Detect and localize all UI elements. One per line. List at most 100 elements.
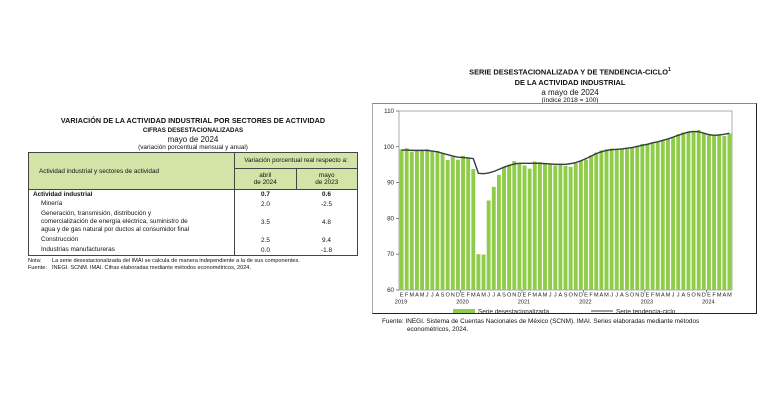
bar bbox=[435, 151, 440, 290]
x-month-label: M bbox=[655, 293, 660, 299]
x-month-label: D bbox=[640, 293, 644, 299]
x-month-label: M bbox=[543, 293, 548, 299]
table-title: VARIACIÓN DE LA ACTIVIDAD INDUSTRIAL POR… bbox=[60, 116, 326, 125]
bar bbox=[722, 136, 727, 290]
bar bbox=[527, 168, 532, 290]
bar bbox=[645, 143, 650, 290]
header-row-label: Actividad industrial y sectores de activ… bbox=[28, 152, 235, 190]
x-month-label: F bbox=[466, 293, 470, 299]
bar bbox=[404, 148, 409, 290]
bar bbox=[630, 147, 635, 290]
bar bbox=[476, 254, 481, 290]
legend-label-line: Serie tendencia-ciclo bbox=[616, 309, 676, 314]
x-month-label: A bbox=[681, 293, 685, 299]
bar bbox=[399, 149, 404, 290]
bar bbox=[671, 136, 676, 290]
x-month-label: J bbox=[672, 293, 675, 299]
x-month-label: O bbox=[445, 293, 450, 299]
bar bbox=[686, 132, 691, 290]
x-month-label: J bbox=[426, 293, 429, 299]
x-month-label: N bbox=[512, 293, 516, 299]
y-tick-label: 100 bbox=[384, 144, 395, 151]
x-month-label: E bbox=[646, 293, 650, 299]
x-month-label: N bbox=[635, 293, 639, 299]
x-month-label: A bbox=[620, 293, 624, 299]
bar bbox=[701, 133, 706, 290]
bar bbox=[666, 138, 670, 290]
table-row: Actividad industrial 0.7 0.6 bbox=[33, 189, 331, 199]
table-date: mayo de 2024 bbox=[167, 135, 219, 144]
bar bbox=[543, 163, 547, 290]
x-month-label: A bbox=[415, 293, 419, 299]
x-month-label: D bbox=[702, 293, 706, 299]
bar bbox=[584, 159, 588, 290]
bar bbox=[455, 159, 460, 290]
x-month-label: E bbox=[461, 293, 465, 299]
bar bbox=[589, 155, 594, 290]
x-month-label: A bbox=[559, 293, 563, 299]
bar bbox=[573, 163, 578, 290]
bar bbox=[553, 165, 558, 290]
bar bbox=[537, 162, 542, 290]
header-col-abril-2024: abril de 2024 bbox=[234, 168, 297, 190]
x-month-label: N bbox=[574, 293, 578, 299]
bar bbox=[594, 152, 599, 290]
x-month-label: M bbox=[604, 293, 609, 299]
x-month-label: J bbox=[431, 293, 434, 299]
bar bbox=[609, 148, 614, 290]
x-month-label: S bbox=[502, 293, 506, 299]
bar bbox=[420, 150, 425, 290]
bar bbox=[681, 132, 686, 290]
variation-table: Actividad industrial y sectores de activ… bbox=[28, 152, 358, 256]
x-month-label: M bbox=[727, 293, 732, 299]
table-row: Minería 2.0 -2.5 bbox=[41, 199, 332, 209]
x-year-label: 2023 bbox=[641, 300, 653, 306]
x-year-label: 2024 bbox=[702, 300, 714, 306]
bar bbox=[491, 186, 496, 290]
bar bbox=[599, 150, 604, 290]
table-subtitle: CIFRAS DESESTACIONALIZADAS bbox=[142, 127, 244, 134]
chart-header: SERIE DESESTACIONALIZADA Y DE TENDENCIA-… bbox=[380, 67, 760, 104]
x-month-label: J bbox=[554, 293, 557, 299]
x-year-label: 2021 bbox=[518, 300, 530, 306]
legend-label-bars: Serie desestacionalizada bbox=[478, 309, 549, 314]
x-month-label: O bbox=[568, 293, 573, 299]
bar bbox=[486, 200, 491, 290]
x-month-label: M bbox=[666, 293, 671, 299]
bar bbox=[507, 164, 512, 290]
x-month-label: A bbox=[661, 293, 665, 299]
bar bbox=[717, 134, 722, 290]
x-month-label: A bbox=[599, 293, 603, 299]
x-month-label: O bbox=[691, 293, 696, 299]
x-month-label: S bbox=[625, 293, 629, 299]
bar bbox=[496, 174, 501, 290]
bar bbox=[512, 161, 517, 290]
chart-frame: 60 70 80 90 100 110 E F M A M J J A S O N D E F M A M J J A S O N D E F… bbox=[372, 103, 757, 316]
x-month-label: A bbox=[497, 293, 501, 299]
bar bbox=[712, 134, 717, 290]
table-row: Generación, transmisión, distribución y … bbox=[41, 209, 331, 235]
bar bbox=[727, 133, 732, 290]
x-month-label: A bbox=[436, 293, 440, 299]
x-month-label: E bbox=[584, 293, 588, 299]
table-row: Industrias manufactureras 0.0 -1.8 bbox=[41, 245, 332, 256]
header-col-mayo-2023: mayo de 2023 bbox=[295, 168, 358, 190]
x-month-label: F bbox=[651, 293, 655, 299]
x-month-label: F bbox=[589, 293, 593, 299]
bar bbox=[640, 143, 645, 290]
bar bbox=[532, 161, 537, 290]
table-row: Construcción 2.5 9.4 bbox=[41, 235, 331, 245]
bar bbox=[430, 150, 435, 290]
x-month-label: J bbox=[677, 293, 680, 299]
x-month-label: M bbox=[532, 293, 537, 299]
x-month-label: A bbox=[477, 293, 481, 299]
bar bbox=[450, 156, 455, 290]
bar bbox=[619, 148, 624, 290]
bar bbox=[660, 140, 665, 290]
x-month-label: O bbox=[507, 293, 512, 299]
bar bbox=[691, 131, 696, 290]
bar bbox=[676, 134, 681, 290]
table-notes: Nota: La serie desestacionalizada del IMA… bbox=[28, 258, 300, 271]
x-month-label: S bbox=[564, 293, 568, 299]
